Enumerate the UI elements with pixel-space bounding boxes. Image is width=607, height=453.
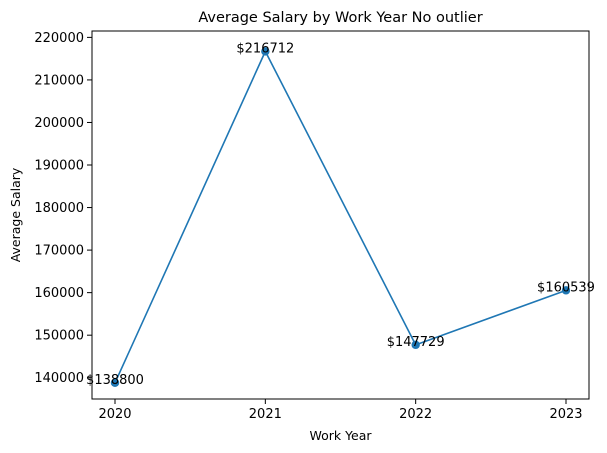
y-tick-label: 160000 — [34, 286, 84, 301]
y-tick-label: 150000 — [34, 329, 84, 344]
data-label: $138800 — [86, 373, 144, 388]
plot-area: 140000 150000 160000 170000 180000 190000 2000… — [34, 30, 595, 422]
data-point — [261, 47, 270, 56]
y-tick-label: 180000 — [34, 201, 84, 216]
x-tick-label: 2020 — [98, 407, 131, 422]
y-tick-label: 140000 — [34, 371, 84, 386]
data-label: $147729 — [387, 335, 445, 350]
x-tick-label: 2023 — [549, 407, 582, 422]
plot-frame — [91, 30, 590, 400]
x-tick-label: 2021 — [249, 407, 282, 422]
data-label: $216712 — [236, 41, 294, 56]
y-tick-label: 190000 — [34, 159, 84, 174]
y-tick-label: 200000 — [34, 116, 84, 131]
x-axis-label: Work Year — [309, 428, 372, 443]
data-point — [110, 378, 120, 388]
data-point — [411, 340, 420, 350]
y-axis-label: Average Salary — [8, 167, 23, 262]
data-point — [561, 286, 571, 295]
chart-title: Average Salary by Work Year No outlier — [198, 10, 482, 26]
x-tick-label: 2022 — [399, 407, 432, 422]
y-tick-label: 220000 — [34, 31, 84, 46]
y-tick-label: 170000 — [34, 244, 84, 259]
data-label: $160539 — [537, 280, 595, 295]
series-line — [114, 50, 567, 384]
y-tick-label: 210000 — [34, 73, 84, 88]
